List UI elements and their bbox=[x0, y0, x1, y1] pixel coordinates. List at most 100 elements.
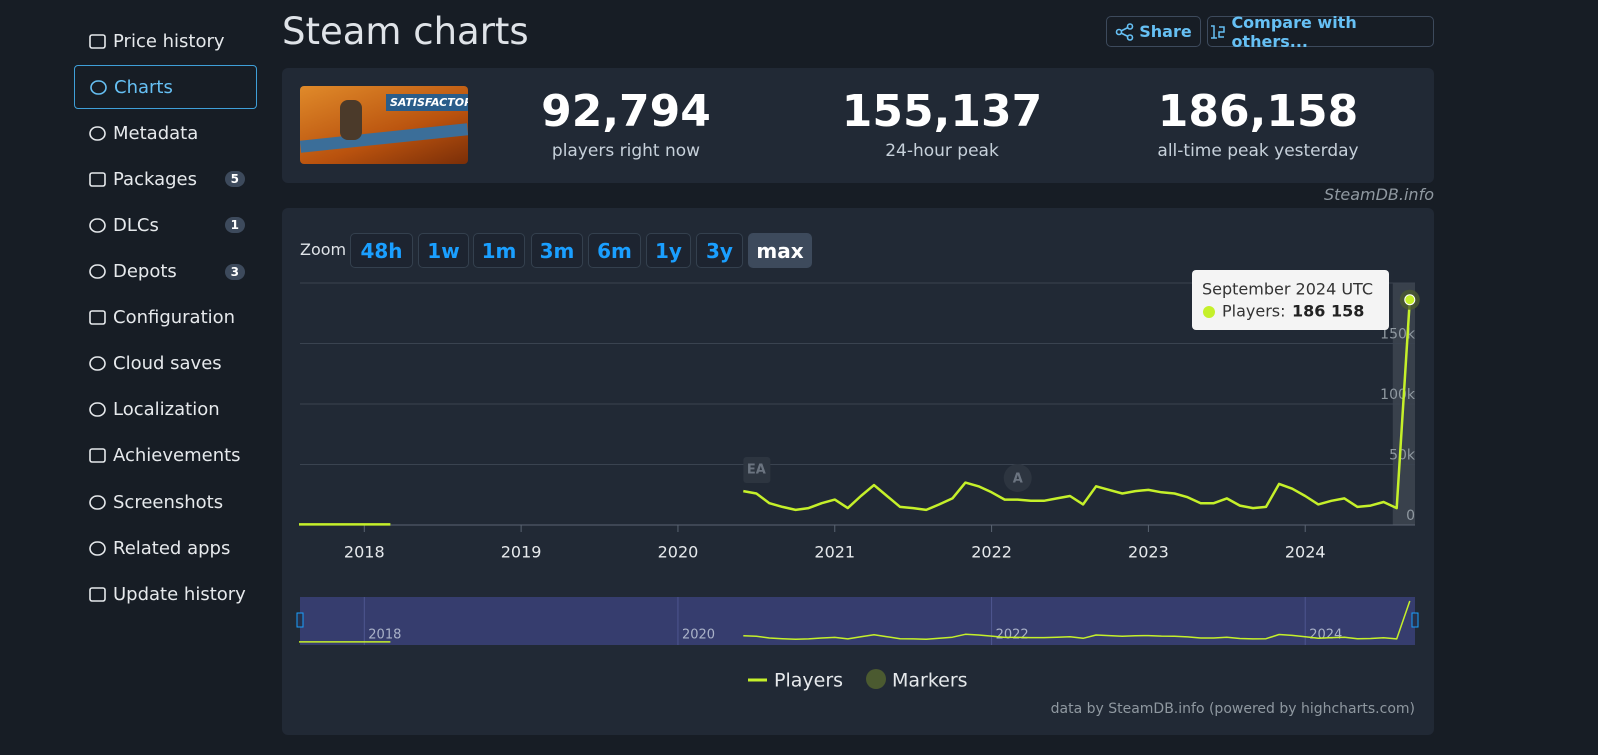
zoom-button[interactable]: 3y bbox=[696, 233, 743, 268]
sidebar-label: Update history bbox=[113, 583, 246, 605]
navigator-tick-label: 2022 bbox=[996, 628, 1029, 643]
x-tick-label: 2023 bbox=[1128, 543, 1169, 562]
sidebar-item[interactable]: Metadata bbox=[74, 111, 257, 155]
compare-icon bbox=[1211, 24, 1225, 39]
stat-value: 186,158 bbox=[1157, 86, 1359, 137]
zoom-button[interactable]: 1w bbox=[418, 233, 469, 268]
watermark: SteamDB.info bbox=[1323, 185, 1434, 204]
zoom-button[interactable]: 48h bbox=[350, 233, 413, 268]
tooltip-title: September 2024 UTC bbox=[1202, 280, 1373, 299]
navigator-line bbox=[299, 600, 1411, 643]
x-tick-label: 2021 bbox=[814, 543, 855, 562]
sidebar-icon bbox=[89, 356, 106, 371]
sidebar-icon bbox=[89, 494, 106, 510]
y-tick-label: 50k bbox=[1389, 448, 1416, 464]
stat-value: 155,137 bbox=[841, 86, 1043, 137]
sidebar-label: Cloud saves bbox=[113, 353, 222, 375]
x-tick-label: 2018 bbox=[344, 543, 385, 562]
sidebar-label: Price history bbox=[113, 30, 225, 52]
navigator-handle bbox=[296, 612, 304, 628]
stat-label: players right now bbox=[551, 141, 701, 161]
credits: data by SteamDB.info (powered by highcha… bbox=[1051, 701, 1415, 717]
zoom-button[interactable]: 1m bbox=[473, 233, 525, 268]
legend-marker bbox=[866, 669, 886, 689]
stat-label: all-time peak yesterday bbox=[1157, 141, 1359, 161]
legend-players[interactable]: Players bbox=[774, 670, 843, 692]
sidebar-icon bbox=[89, 402, 106, 418]
marker-label: EA bbox=[747, 463, 766, 478]
sidebar-item[interactable]: Screenshots bbox=[74, 480, 257, 524]
x-tick-label: 2022 bbox=[971, 543, 1012, 562]
sidebar-label: Depots bbox=[113, 261, 177, 282]
sidebar-icon bbox=[89, 171, 106, 187]
sidebar-icon bbox=[89, 33, 106, 49]
share-icon bbox=[1115, 22, 1134, 41]
image-figure bbox=[340, 100, 362, 140]
share-button[interactable]: Share bbox=[1106, 16, 1201, 47]
zoom-label: Zoom bbox=[300, 240, 347, 259]
sidebar-icon bbox=[89, 586, 106, 602]
sidebar-icon bbox=[89, 540, 106, 556]
sidebar-icon bbox=[89, 125, 106, 141]
stat-label: 24-hour peak bbox=[885, 141, 999, 161]
tooltip-label: Players: bbox=[1222, 302, 1286, 321]
sidebar-badge: 1 bbox=[224, 217, 245, 234]
tooltip-dot bbox=[1203, 306, 1215, 318]
sidebar-label: Charts bbox=[114, 76, 173, 98]
zoom-button[interactable]: 1y bbox=[646, 233, 691, 268]
sidebar-icon bbox=[89, 264, 106, 279]
sidebar-icon bbox=[89, 310, 106, 325]
sidebar-item[interactable]: Related apps bbox=[74, 526, 257, 570]
sidebar-label: Metadata bbox=[113, 122, 199, 144]
navigator-handle bbox=[1411, 612, 1419, 628]
sidebar-badge: 3 bbox=[224, 263, 245, 280]
navigator-tick-label: 2024 bbox=[1309, 628, 1342, 643]
stat-value: 92,794 bbox=[541, 86, 711, 137]
compare-button[interactable]: Compare with others... bbox=[1207, 13, 1434, 51]
x-tick-label: 2019 bbox=[501, 543, 542, 562]
tooltip-box bbox=[1192, 270, 1389, 330]
game-image: SATISFACTORY bbox=[300, 86, 468, 164]
navigator-tick-label: 2020 bbox=[682, 628, 715, 643]
y-tick-label: 0 bbox=[1406, 508, 1415, 524]
sidebar-item[interactable]: Depots 3 bbox=[74, 250, 257, 294]
sidebar-icon bbox=[89, 448, 106, 464]
zoom-button[interactable]: 3m bbox=[531, 233, 583, 268]
x-tick-label: 2020 bbox=[658, 543, 699, 562]
sidebar-item[interactable]: Charts bbox=[74, 65, 257, 110]
hover-point bbox=[1404, 294, 1416, 306]
x-tick-label: 2024 bbox=[1285, 543, 1326, 562]
sidebar-label: Achievements bbox=[113, 445, 241, 467]
sidebar-label: Related apps bbox=[113, 537, 231, 559]
stats-panel bbox=[282, 68, 1434, 183]
sidebar-item[interactable]: Cloud saves bbox=[74, 342, 257, 386]
sidebar-item[interactable]: Price history bbox=[74, 19, 257, 63]
zoom-button[interactable]: 6m bbox=[588, 233, 641, 268]
marker-flag bbox=[743, 457, 771, 483]
players-line bbox=[299, 299, 1412, 526]
share-label: Share bbox=[1139, 22, 1192, 41]
legend-markers[interactable]: Markers bbox=[892, 670, 968, 692]
navigator-tick-label: 2018 bbox=[368, 628, 401, 643]
zoom-button[interactable]: max bbox=[748, 233, 812, 268]
sidebar-item[interactable]: Localization bbox=[74, 388, 257, 432]
sidebar-label: Configuration bbox=[113, 307, 236, 329]
sidebar-item[interactable]: Configuration bbox=[74, 296, 257, 340]
sidebar-label: Screenshots bbox=[113, 491, 224, 513]
game-image-text: SATISFACTORY bbox=[386, 94, 468, 111]
page-title: Steam charts bbox=[282, 10, 529, 53]
sidebar-icon bbox=[90, 79, 107, 95]
sidebar-item[interactable]: DLCs 1 bbox=[74, 203, 257, 247]
sidebar-item[interactable]: Achievements bbox=[74, 434, 257, 478]
sidebar-badge: 5 bbox=[224, 171, 245, 188]
sidebar-item[interactable]: Update history bbox=[74, 572, 257, 616]
y-tick-label: 100k bbox=[1380, 387, 1416, 403]
compare-label: Compare with others... bbox=[1231, 12, 1357, 51]
marker-label: A bbox=[1013, 472, 1023, 487]
sidebar-icon bbox=[89, 218, 106, 233]
tooltip-value: 186 158 bbox=[1292, 302, 1364, 321]
sidebar-item[interactable]: Packages 5 bbox=[74, 157, 257, 201]
sidebar-label: Packages bbox=[113, 168, 197, 190]
